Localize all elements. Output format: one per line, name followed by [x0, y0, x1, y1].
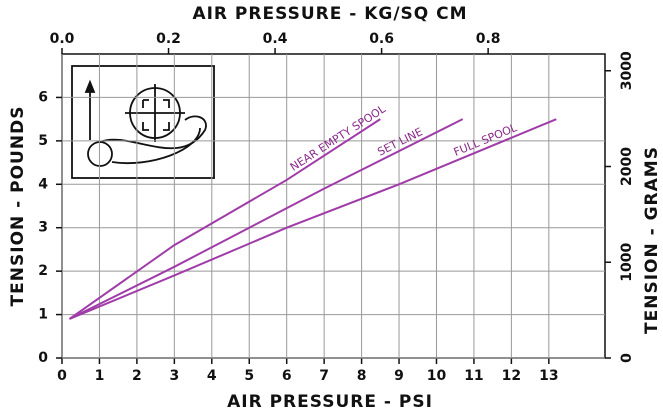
x-tick-label: 1	[95, 368, 105, 384]
y-tick-label: 0	[38, 350, 48, 366]
y-tick-label: 1	[38, 307, 48, 323]
x2-tick-label: 0.8	[476, 31, 501, 47]
y2-tick-label: 0	[619, 353, 635, 363]
x-tick-label: 7	[319, 368, 329, 384]
y-tick-label: 6	[38, 89, 48, 105]
x2-tick-label: 0.6	[369, 31, 394, 47]
x-tick-label: 13	[539, 368, 558, 384]
x2-axis-title: AIR PRESSURE - KG/SQ CM	[192, 4, 467, 24]
x-tick-label: 3	[169, 368, 179, 384]
y2-tick-label: 2000	[619, 147, 635, 186]
x-tick-label: 10	[427, 368, 447, 384]
x-tick-label: 11	[464, 368, 483, 384]
x-tick-label: 4	[207, 368, 217, 384]
x-tick-label: 2	[132, 368, 142, 384]
line-label: FULL SPOOL	[452, 121, 520, 159]
x-tick-label: 0	[57, 368, 67, 384]
y-tick-label: 5	[38, 133, 48, 149]
chart: AIR PRESSURE - PSI AIR PRESSURE - KG/SQ …	[0, 0, 663, 415]
y-axis-title: TENSION - POUNDS	[8, 106, 28, 307]
x-tick-label: 8	[357, 368, 367, 384]
x-tick-label: 9	[394, 368, 404, 384]
y-tick-label: 2	[38, 263, 48, 279]
x2-tick-label: 0.0	[50, 31, 75, 47]
y-tick-label: 3	[38, 220, 48, 236]
x-tick-label: 12	[502, 368, 521, 384]
y2-tick-label: 1000	[619, 243, 635, 282]
y2-tick-label: 3000	[619, 51, 635, 90]
inset-diagram	[72, 66, 214, 178]
y-tick-label: 4	[38, 176, 48, 192]
x2-tick-label: 0.4	[263, 31, 288, 47]
y2-axis-title: TENSION - GRAMS	[642, 146, 662, 334]
x-axis-title: AIR PRESSURE - PSI	[227, 392, 433, 412]
x-tick-label: 6	[282, 368, 292, 384]
x2-tick-label: 0.2	[156, 31, 181, 47]
x-tick-label: 5	[244, 368, 254, 384]
